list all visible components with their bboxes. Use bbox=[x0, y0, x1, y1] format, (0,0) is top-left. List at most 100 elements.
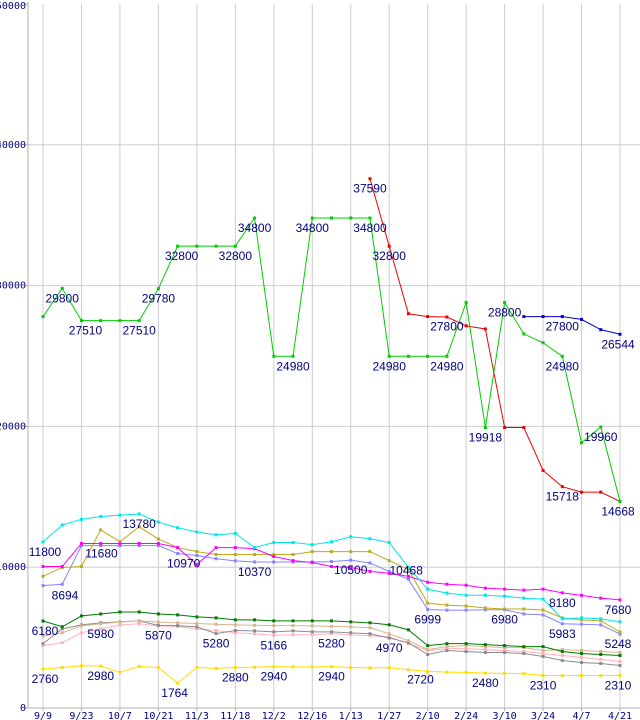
series-magenta-marker bbox=[618, 598, 622, 602]
point-label: 5280 bbox=[318, 637, 345, 651]
point-label: 24980 bbox=[546, 359, 580, 373]
series-dark-yellow-marker bbox=[426, 601, 430, 605]
series-cyan-marker bbox=[483, 593, 487, 597]
series-cyan-marker bbox=[195, 530, 199, 534]
series-yellow-marker bbox=[79, 664, 83, 668]
point-label: 5166 bbox=[260, 638, 287, 652]
series-gray-marker bbox=[445, 649, 449, 653]
x-tick-label: 2/10 bbox=[416, 711, 440, 720]
series-green-marker bbox=[387, 354, 391, 358]
series-tan-marker bbox=[99, 622, 103, 626]
series-periwinkle-marker bbox=[541, 613, 545, 617]
series-gray-marker bbox=[330, 630, 333, 634]
point-label: 27800 bbox=[430, 320, 464, 334]
series-dark-yellow-marker bbox=[483, 606, 487, 610]
y-tick-label: 20000 bbox=[0, 421, 26, 432]
point-label: 32800 bbox=[373, 249, 407, 263]
series-dark-green-marker bbox=[118, 610, 122, 614]
series-periwinkle-marker bbox=[253, 560, 257, 564]
series-dark-green-marker bbox=[214, 616, 218, 620]
series-dark-yellow-marker bbox=[599, 619, 603, 623]
series-dark-green-marker bbox=[522, 645, 526, 649]
point-label: 11800 bbox=[29, 545, 62, 559]
series-pink bbox=[41, 622, 622, 664]
point-label: 4970 bbox=[376, 641, 403, 655]
series-gray-marker bbox=[272, 630, 276, 634]
series-periwinkle-marker bbox=[330, 560, 333, 564]
series-blue-marker bbox=[580, 317, 584, 321]
series-dark-green-marker bbox=[349, 620, 353, 624]
series-red-marker bbox=[560, 485, 564, 489]
series-pink-marker bbox=[310, 633, 314, 637]
series-yellow-marker bbox=[310, 665, 314, 669]
series-cyan-marker bbox=[580, 616, 584, 620]
series-cyan-marker bbox=[349, 535, 353, 539]
series-green-marker bbox=[580, 441, 584, 445]
series-periwinkle-marker bbox=[99, 544, 103, 548]
series-cyan-marker bbox=[176, 526, 180, 530]
series-cyan-marker bbox=[291, 541, 295, 545]
series-dark-yellow-marker bbox=[195, 550, 199, 554]
series-periwinkle-marker bbox=[137, 544, 141, 548]
series-yellow-marker bbox=[41, 667, 45, 671]
series-tan-marker bbox=[330, 624, 333, 628]
series-blue-line bbox=[523, 316, 621, 335]
series-tan-marker bbox=[272, 624, 276, 628]
series-green-marker bbox=[176, 244, 180, 248]
series-gray-marker bbox=[522, 652, 526, 656]
series-tan-marker bbox=[541, 649, 545, 653]
series-yellow-marker bbox=[426, 669, 430, 673]
series-yellow-marker bbox=[118, 670, 122, 674]
series-yellow-marker bbox=[618, 673, 622, 677]
series-pink-marker bbox=[233, 631, 237, 635]
series-gray-marker bbox=[156, 623, 160, 627]
series-magenta-marker bbox=[426, 580, 430, 584]
y-tick-label: 0 bbox=[20, 703, 26, 714]
series-tan-marker bbox=[618, 651, 622, 655]
series-magenta-marker bbox=[137, 542, 141, 546]
series-pink-marker bbox=[60, 641, 64, 645]
series-periwinkle-marker bbox=[349, 558, 353, 562]
series-pink-marker bbox=[445, 647, 449, 651]
series-gray-marker bbox=[426, 652, 430, 656]
series-green-marker bbox=[272, 354, 276, 358]
series-magenta-marker bbox=[541, 587, 545, 591]
series-dark-green-marker bbox=[445, 642, 449, 646]
series-dark-yellow-marker bbox=[618, 630, 622, 634]
series-gray-marker bbox=[310, 630, 314, 634]
series-dark-green-marker bbox=[41, 619, 45, 623]
series-gray-marker bbox=[580, 661, 584, 665]
series-yellow-marker bbox=[233, 665, 237, 669]
series-green-marker bbox=[291, 354, 295, 358]
point-label: 11680 bbox=[85, 547, 118, 561]
series-periwinkle bbox=[41, 544, 622, 636]
series-red-marker bbox=[445, 315, 449, 319]
series-blue-marker bbox=[522, 315, 526, 319]
series-dark-green-marker bbox=[406, 628, 410, 632]
series-gray-marker bbox=[541, 654, 545, 658]
series-dark-green-marker bbox=[599, 652, 603, 656]
series-dark-green-marker bbox=[560, 650, 564, 654]
series-tan-marker bbox=[426, 648, 430, 652]
series-yellow-marker bbox=[522, 672, 526, 676]
series-pink-marker bbox=[195, 627, 199, 631]
series-periwinkle-marker bbox=[60, 582, 64, 586]
point-label: 19918 bbox=[469, 431, 503, 445]
series-cyan bbox=[41, 512, 622, 624]
series-magenta-marker bbox=[522, 588, 526, 592]
series-periwinkle-marker bbox=[272, 560, 276, 564]
series-green-marker bbox=[618, 499, 622, 503]
series-pink-marker bbox=[253, 632, 257, 636]
series-yellow-marker bbox=[387, 666, 391, 670]
series-yellow-marker bbox=[599, 673, 603, 677]
series-red-marker bbox=[503, 426, 507, 430]
x-tick-label: 1/13 bbox=[339, 711, 363, 720]
series-red-marker bbox=[464, 324, 468, 328]
series-tan-marker bbox=[118, 620, 122, 624]
series-dark-yellow-marker bbox=[387, 559, 391, 563]
series-magenta-marker bbox=[560, 591, 564, 595]
series-green-marker bbox=[445, 354, 449, 358]
series-yellow-marker bbox=[560, 673, 564, 677]
series-green-marker bbox=[233, 244, 237, 248]
